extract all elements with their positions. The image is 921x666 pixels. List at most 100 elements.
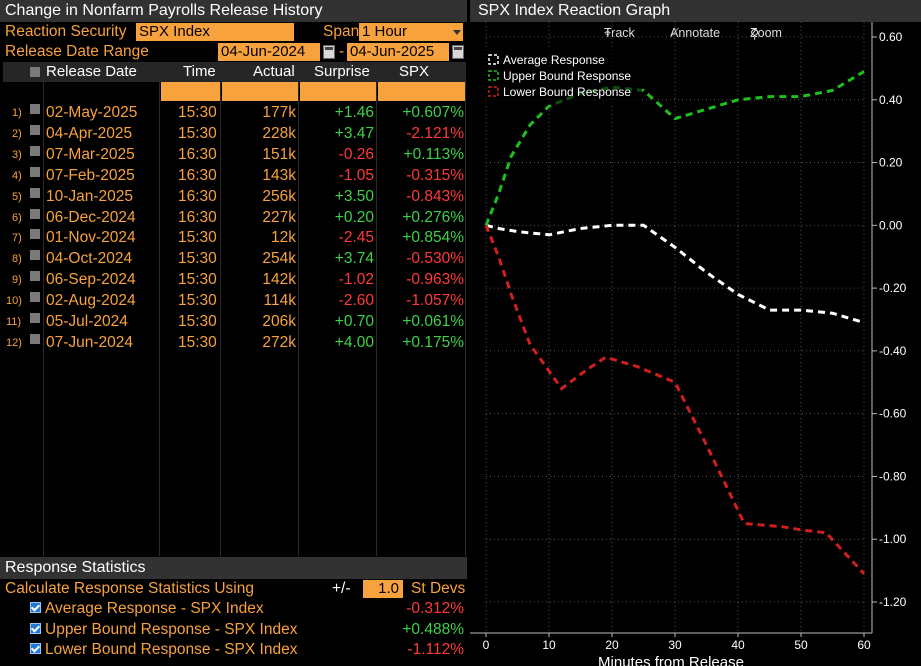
y-tick-label: 0.40 xyxy=(879,93,903,107)
release-date-cell: 06-Dec-2024 xyxy=(46,208,136,226)
x-tick-label: 50 xyxy=(794,638,808,652)
stdev-input[interactable]: 1.0 xyxy=(363,580,403,598)
y-tick-label: -0.60 xyxy=(879,407,907,421)
table-row[interactable]: 1) 02-May-2025 15:30 177k +1.46 +0.607% xyxy=(0,103,467,124)
actual-cell: 143k xyxy=(262,166,296,184)
time-cell: 15:30 xyxy=(178,250,217,268)
col-actual[interactable]: Actual xyxy=(253,63,295,80)
spx-chg-cell: +0.854% xyxy=(402,229,464,247)
filter-spx-chg[interactable] xyxy=(378,82,465,101)
actual-cell: 272k xyxy=(262,333,296,351)
x-tick-label: 20 xyxy=(605,638,619,652)
start-date-input[interactable]: 04-Jun-2024 xyxy=(218,43,320,61)
table-row[interactable]: 9) 06-Sep-2024 15:30 142k -1.02 -0.963% xyxy=(0,270,467,291)
row-checkbox[interactable] xyxy=(30,208,40,219)
surprise-cell: -2.45 xyxy=(338,229,374,247)
calendar-icon[interactable] xyxy=(452,45,464,59)
stat-checkbox[interactable] xyxy=(30,602,41,613)
table-row[interactable]: 5) 10-Jan-2025 16:30 256k +3.50 -0.843% xyxy=(0,187,467,208)
spx-chg-cell: +0.113% xyxy=(403,145,464,163)
table-row[interactable]: 7) 01-Nov-2024 15:30 12k -2.45 +0.854% xyxy=(0,228,467,249)
surprise-cell: +3.50 xyxy=(334,187,374,205)
row-checkbox[interactable] xyxy=(30,145,40,156)
col-time[interactable]: Time xyxy=(183,63,216,80)
y-tick-label: -1.00 xyxy=(879,532,907,546)
row-index: 8) xyxy=(12,253,22,266)
table-row[interactable]: 10) 02-Aug-2024 15:30 114k -2.60 -1.057% xyxy=(0,291,467,312)
release-range-label: Release Date Range xyxy=(5,43,149,60)
spx-chg-cell: +0.061% xyxy=(402,313,464,330)
table-row[interactable]: 11) 05-Jul-2024 15:30 206k +0.70 +0.061% xyxy=(0,312,467,333)
surprise-cell: -1.02 xyxy=(338,271,374,289)
actual-cell: 177k xyxy=(262,104,296,121)
time-cell: 15:30 xyxy=(178,313,217,330)
col-surprise[interactable]: Surprise xyxy=(314,63,370,80)
row-checkbox[interactable] xyxy=(30,333,40,344)
row-index: 10) xyxy=(6,295,22,308)
stat-label: Lower Bound Response - SPX Index xyxy=(45,641,298,659)
x-tick-label: 10 xyxy=(542,638,556,652)
release-date-cell: 04-Apr-2025 xyxy=(46,124,133,142)
reaction-security-row: Reaction Security SPX Index Span 1 Hour xyxy=(0,22,467,42)
span-value: 1 Hour xyxy=(362,23,408,40)
actual-cell: 12k xyxy=(271,229,296,247)
span-dropdown[interactable]: 1 Hour xyxy=(359,23,463,41)
filter-surprise[interactable] xyxy=(300,82,376,101)
reaction-security-input[interactable]: SPX Index xyxy=(136,23,294,41)
release-date-cell: 04-Oct-2024 xyxy=(46,250,133,268)
spx-chg-cell: +0.276% xyxy=(402,208,464,226)
row-checkbox[interactable] xyxy=(30,104,40,114)
stat-label: Upper Bound Response - SPX Index xyxy=(45,620,298,638)
filter-time[interactable] xyxy=(161,82,220,101)
surprise-cell: +0.20 xyxy=(334,208,374,226)
surprise-cell: +3.47 xyxy=(334,124,374,142)
chart-toolbar: ⌖ Track ⟋ Annotate ⚲ Zoom xyxy=(598,24,808,42)
stat-checkbox[interactable] xyxy=(30,643,41,655)
row-checkbox[interactable] xyxy=(30,313,40,323)
range-separator: - xyxy=(339,43,345,60)
table-row[interactable]: 3) 07-Mar-2025 16:30 151k -0.26 +0.113% xyxy=(0,145,467,166)
row-index: 9) xyxy=(12,274,22,287)
time-cell: 15:30 xyxy=(178,124,217,142)
span-label: Span xyxy=(323,23,360,40)
release-date-cell: 07-Jun-2024 xyxy=(46,333,134,351)
stat-item: Lower Bound Response - SPX Index -1.112% xyxy=(0,640,467,660)
table-row[interactable]: 2) 04-Apr-2025 15:30 228k +3.47 -2.121% xyxy=(0,124,467,145)
table-row[interactable]: 4) 07-Feb-2025 16:30 143k -1.05 -0.315% xyxy=(0,166,467,187)
plus-minus-label: +/- xyxy=(332,580,351,597)
actual-cell: 256k xyxy=(262,187,296,205)
calendar-icon[interactable] xyxy=(323,45,335,59)
release-range-row: Release Date Range 04-Jun-2024 - 04-Jun-… xyxy=(0,42,467,62)
row-checkbox[interactable] xyxy=(30,166,40,177)
row-index: 5) xyxy=(12,190,22,203)
release-date-cell: 07-Mar-2025 xyxy=(46,145,135,163)
col-release-date[interactable]: Release Date xyxy=(46,63,137,80)
stat-value: -1.112% xyxy=(407,641,464,659)
legend-label: Lower Bound Response xyxy=(503,85,631,99)
table-row[interactable]: 12) 07-Jun-2024 15:30 272k +4.00 +0.175% xyxy=(0,333,467,354)
magnifier-icon: ⚲ xyxy=(750,27,760,41)
legend-label: Upper Bound Response xyxy=(503,69,631,83)
row-checkbox[interactable] xyxy=(30,292,40,303)
row-checkbox[interactable] xyxy=(30,271,40,282)
row-checkbox[interactable] xyxy=(30,124,40,135)
row-checkbox[interactable] xyxy=(30,187,40,198)
row-checkbox[interactable] xyxy=(30,229,40,240)
actual-cell: 227k xyxy=(262,208,296,226)
spx-chg-cell: -0.843% xyxy=(406,187,464,205)
spx-chg-cell: -0.530% xyxy=(406,250,464,268)
filter-actual[interactable] xyxy=(222,82,298,101)
row-checkbox[interactable] xyxy=(30,250,40,261)
stat-label: Average Response - SPX Index xyxy=(45,600,264,617)
time-cell: 15:30 xyxy=(178,292,217,310)
reaction-chart[interactable]: 0.60 0.40 0.20 0.00 -0.20 -0.40 -0.60 -0.80 -1.0… xyxy=(470,22,921,666)
track-label: Track xyxy=(604,26,635,40)
stat-item: Upper Bound Response - SPX Index +0.488% xyxy=(0,620,467,640)
end-date-input[interactable]: 04-Jun-2025 xyxy=(347,43,449,61)
spx-chg-cell: -0.315% xyxy=(406,166,464,184)
stat-checkbox[interactable] xyxy=(30,622,41,634)
table-row[interactable]: 6) 06-Dec-2024 16:30 227k +0.20 +0.276% xyxy=(0,208,467,229)
release-date-cell: 02-Aug-2024 xyxy=(46,292,136,310)
select-all-checkbox[interactable] xyxy=(30,67,40,77)
table-row[interactable]: 8) 04-Oct-2024 15:30 254k +3.74 -0.530% xyxy=(0,249,467,270)
